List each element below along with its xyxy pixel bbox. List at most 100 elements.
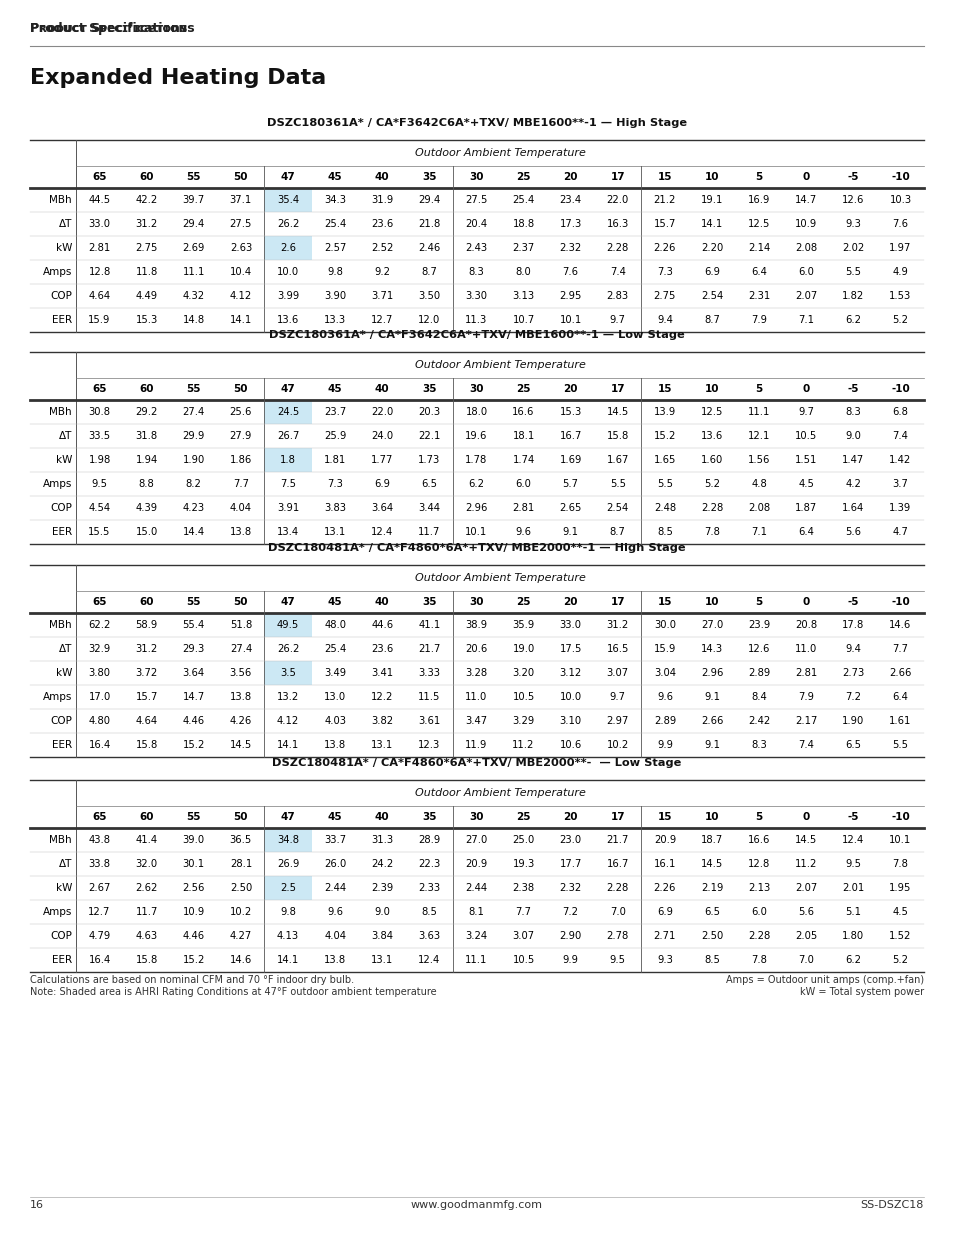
Text: 15.9: 15.9 — [89, 315, 111, 325]
Text: 7.1: 7.1 — [798, 315, 813, 325]
Text: 2.19: 2.19 — [700, 883, 722, 893]
Text: 2.73: 2.73 — [841, 668, 863, 678]
Text: 12.4: 12.4 — [841, 835, 863, 845]
Text: 4.04: 4.04 — [324, 931, 346, 941]
Text: 2.31: 2.31 — [747, 291, 769, 301]
Text: kW: kW — [55, 454, 71, 466]
Text: 5.2: 5.2 — [891, 955, 907, 965]
Text: -5: -5 — [846, 811, 859, 823]
Text: 4.04: 4.04 — [230, 503, 252, 513]
Text: 5: 5 — [755, 811, 762, 823]
Text: 2.07: 2.07 — [794, 291, 817, 301]
Text: 41.1: 41.1 — [417, 620, 440, 630]
Text: 24.0: 24.0 — [371, 431, 393, 441]
Text: 1.73: 1.73 — [417, 454, 440, 466]
Text: 55: 55 — [187, 384, 201, 394]
Text: 9.5: 9.5 — [844, 860, 861, 869]
Text: 0: 0 — [801, 172, 809, 182]
Text: 8.3: 8.3 — [844, 408, 861, 417]
Text: 17: 17 — [610, 172, 624, 182]
Text: 15.7: 15.7 — [135, 692, 157, 701]
Text: 4.7: 4.7 — [892, 527, 907, 537]
Text: 2.07: 2.07 — [794, 883, 817, 893]
Text: 27.9: 27.9 — [230, 431, 252, 441]
Text: 23.0: 23.0 — [559, 835, 581, 845]
Text: 62.2: 62.2 — [89, 620, 111, 630]
Text: 2.89: 2.89 — [747, 668, 769, 678]
Text: 8.3: 8.3 — [750, 740, 766, 750]
Text: 15: 15 — [657, 811, 672, 823]
Text: 35: 35 — [421, 811, 436, 823]
Text: 10.7: 10.7 — [512, 315, 534, 325]
Text: 2.56: 2.56 — [182, 883, 205, 893]
Text: 23.9: 23.9 — [747, 620, 769, 630]
Text: Amps: Amps — [43, 479, 71, 489]
Text: 28.1: 28.1 — [230, 860, 252, 869]
Text: 1.42: 1.42 — [888, 454, 911, 466]
Text: 2.90: 2.90 — [559, 931, 581, 941]
Text: 23.4: 23.4 — [559, 195, 581, 205]
Text: 20: 20 — [563, 172, 578, 182]
Text: 3.64: 3.64 — [371, 503, 393, 513]
Text: 15.8: 15.8 — [135, 955, 157, 965]
Text: kW: kW — [55, 243, 71, 253]
Text: 2.48: 2.48 — [653, 503, 676, 513]
Text: 11.1: 11.1 — [182, 267, 205, 277]
Text: 1.69: 1.69 — [558, 454, 581, 466]
Text: 3.5: 3.5 — [280, 668, 295, 678]
Text: 60: 60 — [139, 384, 153, 394]
Text: 8.4: 8.4 — [750, 692, 766, 701]
Text: 3.83: 3.83 — [324, 503, 346, 513]
Text: Outdoor Ambient Temperature: Outdoor Ambient Temperature — [415, 148, 585, 158]
Text: 15: 15 — [657, 597, 672, 606]
Text: 45: 45 — [328, 384, 342, 394]
Text: 1.97: 1.97 — [888, 243, 911, 253]
Text: 6.0: 6.0 — [798, 267, 813, 277]
Text: 3.99: 3.99 — [276, 291, 299, 301]
Text: 24.2: 24.2 — [371, 860, 393, 869]
Text: 2.67: 2.67 — [89, 883, 111, 893]
Text: 11.1: 11.1 — [747, 408, 769, 417]
Text: 1.64: 1.64 — [841, 503, 863, 513]
Text: 8.7: 8.7 — [609, 527, 625, 537]
Text: 1.90: 1.90 — [182, 454, 205, 466]
Text: 33.5: 33.5 — [89, 431, 111, 441]
Text: 1.56: 1.56 — [747, 454, 769, 466]
Text: 7.3: 7.3 — [657, 267, 672, 277]
Text: MBh: MBh — [50, 408, 71, 417]
Text: 6.4: 6.4 — [750, 267, 766, 277]
Text: 65: 65 — [92, 597, 107, 606]
Text: 13.8: 13.8 — [324, 740, 346, 750]
Text: 9.4: 9.4 — [844, 643, 861, 655]
Text: 33.7: 33.7 — [324, 835, 346, 845]
Text: 51.8: 51.8 — [230, 620, 252, 630]
Text: 35.9: 35.9 — [512, 620, 534, 630]
Text: 5: 5 — [755, 384, 762, 394]
Text: ΔT: ΔT — [58, 219, 71, 228]
Text: 10.0: 10.0 — [276, 267, 298, 277]
Text: 13.8: 13.8 — [324, 955, 346, 965]
Text: ΔT: ΔT — [58, 643, 71, 655]
Text: 14.1: 14.1 — [276, 955, 299, 965]
Text: 31.2: 31.2 — [135, 219, 157, 228]
Text: 10.5: 10.5 — [794, 431, 817, 441]
Text: 10: 10 — [704, 384, 719, 394]
Text: DSZC180361A* / CA*F3642C6A*+TXV/ MBE1600**-1 — High Stage: DSZC180361A* / CA*F3642C6A*+TXV/ MBE1600… — [267, 119, 686, 128]
Text: 4.46: 4.46 — [183, 931, 205, 941]
Text: 2.20: 2.20 — [700, 243, 722, 253]
Text: 2.26: 2.26 — [653, 883, 676, 893]
Text: 16.6: 16.6 — [512, 408, 535, 417]
Text: 10: 10 — [704, 811, 719, 823]
Text: 1.80: 1.80 — [841, 931, 863, 941]
Text: 6.5: 6.5 — [421, 479, 436, 489]
Text: 29.9: 29.9 — [182, 431, 205, 441]
Text: 10: 10 — [704, 597, 719, 606]
Text: 26.9: 26.9 — [276, 860, 299, 869]
Text: 4.23: 4.23 — [183, 503, 205, 513]
Text: 2.38: 2.38 — [512, 883, 534, 893]
Text: 2.5: 2.5 — [280, 883, 295, 893]
Text: 5.2: 5.2 — [891, 315, 907, 325]
Text: Product Specifications: Product Specifications — [30, 22, 187, 35]
Text: 2.14: 2.14 — [747, 243, 769, 253]
Text: EER: EER — [51, 527, 71, 537]
